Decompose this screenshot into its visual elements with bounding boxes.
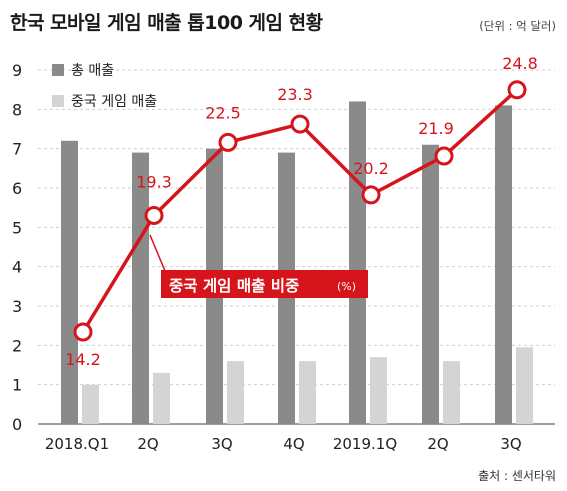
share-data-label: 19.3 bbox=[136, 172, 172, 191]
x-category-label: 4Q bbox=[283, 435, 304, 453]
chart-title: 한국 모바일 게임 매출 톱100 게임 현황 bbox=[10, 11, 324, 34]
legend-swatch-china bbox=[52, 95, 64, 107]
total-sales-bars bbox=[61, 101, 512, 425]
share-data-label: 21.9 bbox=[418, 119, 454, 138]
share-data-label: 14.2 bbox=[65, 350, 101, 369]
y-tick-label: 1 bbox=[12, 376, 22, 395]
y-axis-ticks: 0 1 2 3 4 5 6 7 8 9 bbox=[12, 61, 22, 434]
china-share-line: 14.2 19.3 22.5 23.3 20.2 21.9 24.8 bbox=[65, 54, 538, 369]
share-point bbox=[361, 185, 381, 205]
china-bar bbox=[153, 372, 170, 424]
x-category-label: 2Q bbox=[427, 435, 448, 453]
share-point bbox=[434, 146, 454, 166]
x-category-label: 3Q bbox=[500, 435, 521, 453]
callout-label: 중국 게임 매출 비중 bbox=[169, 276, 299, 295]
china-bar bbox=[370, 357, 387, 424]
share-point bbox=[218, 132, 238, 152]
y-tick-label: 3 bbox=[12, 297, 22, 316]
share-point bbox=[73, 322, 93, 342]
total-bar bbox=[61, 140, 78, 425]
unit-note: (단위 : 억 달러) bbox=[479, 19, 556, 33]
legend-label-china: 중국 게임 매출 bbox=[71, 94, 157, 110]
y-tick-label: 7 bbox=[12, 140, 22, 159]
y-tick-label: 2 bbox=[12, 336, 22, 355]
total-bar bbox=[422, 144, 439, 424]
share-data-label: 22.5 bbox=[205, 103, 241, 122]
legend-swatch-total bbox=[52, 64, 64, 76]
share-point bbox=[144, 205, 164, 225]
share-data-label: 20.2 bbox=[353, 159, 389, 178]
china-bar bbox=[82, 384, 99, 424]
x-category-label: 2Q bbox=[137, 435, 158, 453]
y-tick-label: 5 bbox=[12, 218, 22, 237]
share-data-label: 23.3 bbox=[277, 85, 313, 104]
source-note: 출처 : 센서타워 bbox=[478, 469, 556, 483]
share-point bbox=[507, 80, 527, 100]
legend: 총 매출 중국 게임 매출 bbox=[52, 63, 157, 110]
y-tick-label: 6 bbox=[12, 179, 22, 198]
share-point bbox=[290, 114, 310, 134]
legend-label-total: 총 매출 bbox=[71, 63, 114, 79]
series-callout: 중국 게임 매출 비중 (%) bbox=[149, 234, 368, 298]
y-tick-label: 4 bbox=[12, 258, 22, 277]
china-sales-bars bbox=[82, 347, 533, 424]
total-bar bbox=[132, 152, 149, 424]
total-bar bbox=[495, 105, 512, 425]
callout-box bbox=[161, 270, 368, 298]
y-tick-label: 0 bbox=[12, 415, 22, 434]
total-bar bbox=[349, 101, 366, 424]
china-bar bbox=[227, 361, 244, 424]
x-axis-categories: 2018.Q1 2Q 3Q 4Q 2019.1Q 2Q 3Q bbox=[45, 435, 522, 453]
callout-unit: (%) bbox=[337, 280, 356, 293]
china-bar bbox=[516, 347, 533, 424]
china-bar bbox=[299, 361, 316, 424]
y-tick-label: 9 bbox=[12, 61, 22, 80]
x-category-label: 3Q bbox=[211, 435, 232, 453]
x-category-label: 2018.Q1 bbox=[45, 435, 109, 453]
share-data-label: 24.8 bbox=[502, 54, 538, 73]
x-category-label: 2019.1Q bbox=[333, 435, 397, 453]
y-tick-label: 8 bbox=[12, 100, 22, 119]
china-bar bbox=[443, 361, 460, 424]
